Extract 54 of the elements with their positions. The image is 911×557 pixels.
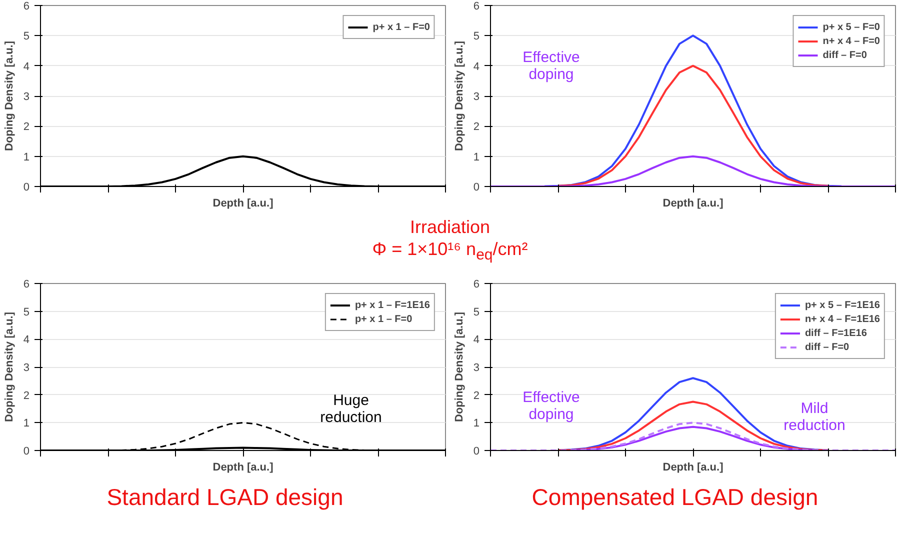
y-tick-label: 4 bbox=[23, 334, 30, 346]
y-tick-label: 3 bbox=[473, 91, 480, 103]
text: Φ = 1×10¹⁶ n$_{eq}$/cm² bbox=[372, 238, 528, 264]
y-tick-label: 3 bbox=[473, 362, 480, 374]
y-tick-label: 5 bbox=[473, 306, 480, 318]
y-tick-label: 2 bbox=[473, 390, 480, 402]
y-tick-label: 5 bbox=[23, 30, 30, 43]
text: Standard LGAD design bbox=[106, 483, 344, 512]
legend-label: diff – F=0 bbox=[804, 340, 850, 354]
y-tick-label: 0 bbox=[473, 446, 480, 458]
y-tick-label: 6 bbox=[23, 278, 30, 290]
y-tick-label: 0 bbox=[23, 446, 30, 458]
y-axis-title: Doping Density [a.u.] bbox=[3, 40, 16, 151]
x-axis-title: Depth [a.u.] bbox=[212, 198, 274, 210]
y-tick-label: 1 bbox=[23, 151, 30, 164]
y-tick-label: 4 bbox=[473, 334, 480, 346]
y-axis-title: Doping Density [a.u.] bbox=[453, 312, 466, 422]
y-tick-label: 1 bbox=[23, 418, 30, 430]
y-tick-label: 5 bbox=[473, 30, 480, 43]
text: Compensated LGAD design bbox=[532, 483, 818, 512]
legend-label: p+ x 1 – F=0 bbox=[354, 312, 412, 326]
x-axis-title: Depth [a.u.] bbox=[662, 198, 724, 210]
y-tick-label: 4 bbox=[23, 60, 30, 73]
y-tick-label: 2 bbox=[473, 121, 480, 134]
y-tick-label: 4 bbox=[473, 60, 480, 73]
y-tick-label: 0 bbox=[473, 182, 480, 194]
legend-label: diff – F=0 bbox=[822, 48, 867, 62]
x-axis-title: Depth [a.u.] bbox=[662, 462, 724, 474]
text: Irradiation bbox=[410, 217, 490, 237]
y-tick-label: 3 bbox=[23, 362, 30, 374]
legend-label: n+ x 4 – F=1E16 bbox=[804, 312, 880, 326]
x-axis-title: Depth [a.u.] bbox=[212, 462, 274, 474]
y-tick-label: 0 bbox=[23, 182, 30, 194]
y-tick-label: 2 bbox=[23, 121, 30, 134]
legend-label: p+ x 1 – F=0 bbox=[372, 20, 430, 34]
y-tick-label: 5 bbox=[23, 306, 30, 318]
annotation: Huge reduction bbox=[320, 392, 382, 426]
legend-label: p+ x 5 – F=0 bbox=[822, 20, 880, 34]
legend-label: p+ x 5 – F=1E16 bbox=[804, 298, 880, 312]
annotation: Effective doping bbox=[522, 388, 580, 423]
y-tick-label: 6 bbox=[473, 0, 480, 12]
legend-label: n+ x 4 – F=0 bbox=[822, 34, 880, 48]
y-axis-title: Doping Density [a.u.] bbox=[3, 312, 16, 422]
y-axis-title: Doping Density [a.u.] bbox=[453, 40, 466, 151]
y-tick-label: 1 bbox=[473, 418, 480, 430]
annotation: Mild reduction bbox=[784, 400, 846, 434]
y-tick-label: 1 bbox=[473, 151, 480, 164]
y-tick-label: 6 bbox=[23, 0, 30, 12]
y-tick-label: 2 bbox=[23, 390, 30, 402]
legend-label: p+ x 1 – F=1E16 bbox=[354, 298, 430, 312]
y-tick-label: 6 bbox=[473, 278, 480, 290]
annotation: Effective doping bbox=[522, 48, 580, 83]
y-tick-label: 3 bbox=[23, 91, 30, 103]
legend-label: diff – F=1E16 bbox=[804, 326, 867, 340]
